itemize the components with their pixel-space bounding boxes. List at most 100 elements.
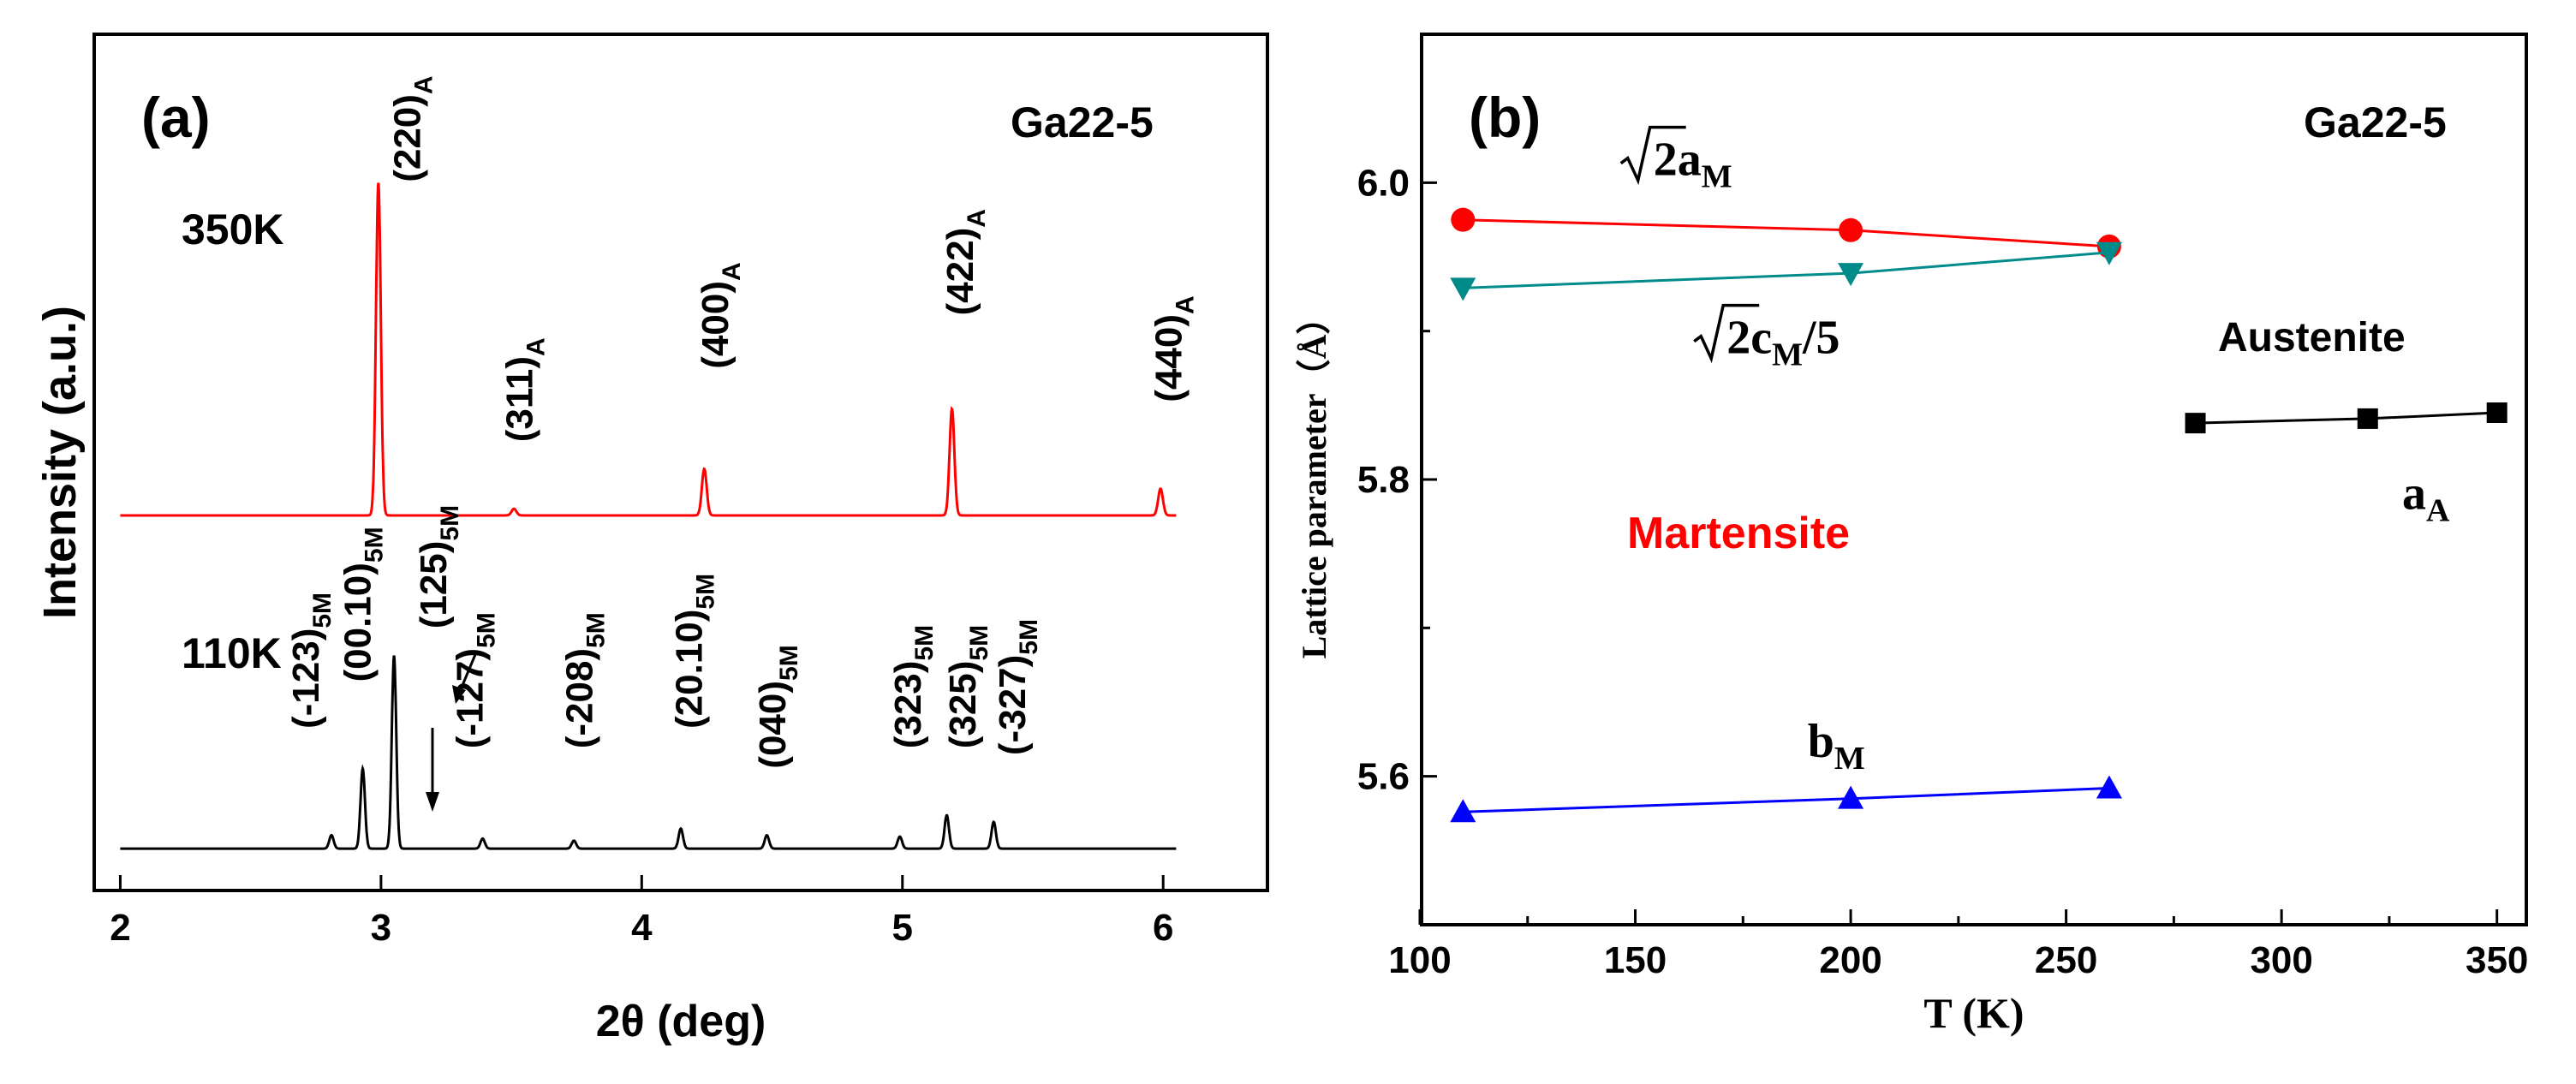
- peak-label: (040)5M: [752, 645, 803, 768]
- series-label-sub: M: [1834, 741, 1865, 777]
- panel-b-x-axis-label: T (K): [1923, 989, 2024, 1037]
- peak-label-phase: 5M: [361, 527, 389, 563]
- panel-b-axis-ticks: 100 150 200 250 300 350 5.6 5.8 6.0: [1357, 162, 2529, 981]
- peak-label-index: (-327): [992, 655, 1034, 755]
- data-point: [2486, 402, 2507, 423]
- austenite-region-label: Austenite: [2218, 315, 2406, 360]
- peak-label-phase: A: [963, 209, 991, 228]
- data-point: [1450, 277, 1476, 301]
- peak-label-phase: 5M: [965, 625, 993, 661]
- data-point: [1838, 785, 1864, 809]
- panel-b-sample-name: Ga22-5: [2304, 98, 2447, 146]
- peak-label-index: (-208): [559, 648, 601, 748]
- arrow-125: [457, 652, 478, 694]
- peak-label-index: (040): [752, 681, 794, 769]
- peak-label: (311)A: [499, 337, 551, 442]
- martensite-region-label: Martensite: [1627, 509, 1850, 558]
- arrow-00-10-head: [426, 792, 439, 812]
- arrow-125-head: [452, 685, 466, 704]
- panel-a-y-axis-label: Intensity (a.u.): [34, 306, 86, 619]
- peak-label-index: (400): [695, 281, 736, 369]
- peak-label: (-127)5M: [450, 612, 501, 748]
- series-label-110k: 110K: [182, 629, 282, 677]
- panel-b-y-axis-label: Lattice parameter（Å）: [1295, 301, 1333, 659]
- peak-label: (-208)5M: [559, 612, 611, 748]
- peak-label-index: (422): [939, 228, 981, 316]
- peak-label: (323)5M: [887, 625, 939, 748]
- peak-label-index: (323): [887, 661, 929, 749]
- peak-label-index: (220): [387, 94, 429, 182]
- series-label-main: a: [2402, 468, 2426, 521]
- peak-label-phase: 5M: [691, 574, 719, 610]
- peak-label-phase: 5M: [436, 505, 464, 541]
- x-tick-label: 6: [1153, 907, 1173, 949]
- panel-b-frame: [1420, 33, 2528, 926]
- peak-label-phase: 5M: [582, 612, 611, 648]
- series-line: [1463, 218, 2109, 248]
- x-tick-label: 2: [110, 907, 130, 949]
- series-label-main: b: [1808, 715, 1834, 768]
- series-label-350k: 350K: [182, 205, 284, 253]
- peak-label: (220)A: [387, 75, 438, 182]
- x-tick-label: 5: [892, 907, 913, 949]
- panel-a-frame: [92, 33, 1269, 892]
- xrd-trace-110k: [120, 655, 1177, 850]
- x-tick-label: 150: [1604, 939, 1667, 981]
- peak-label-phase: A: [718, 262, 746, 281]
- x-tick-label: 250: [2035, 939, 2097, 981]
- data-point: [1839, 217, 1863, 242]
- series-label-text: 2aM: [1654, 134, 1732, 195]
- panel-a-peak-labels: (220)A(311)A (400)A (422)A(440)A(-123)5M (0…: [285, 75, 1200, 768]
- data-point: [1838, 263, 1864, 287]
- peak-label: (00.10)5M: [337, 527, 389, 682]
- x-tick-label: 100: [1388, 939, 1451, 981]
- series-label-sub: A: [2426, 493, 2450, 529]
- series-label-text: bM: [1808, 715, 1865, 777]
- series-label-main: 2c: [1726, 312, 1772, 365]
- peak-label-phase: 5M: [308, 593, 337, 628]
- y-tick-label: 5.6: [1357, 756, 1410, 798]
- series-label-text: aA: [2402, 468, 2450, 529]
- data-point: [1450, 799, 1476, 823]
- peak-label: (-327)5M: [992, 619, 1043, 755]
- x-tick-label: 3: [371, 907, 391, 949]
- y-tick-label: 5.8: [1357, 459, 1410, 501]
- peak-label: (422)A: [939, 209, 991, 315]
- x-tick-label: 4: [631, 907, 653, 949]
- series-label-suffix: /5: [1802, 312, 1840, 365]
- series-label: 2cM/5: [1693, 303, 1840, 373]
- peak-label-phase: 5M: [910, 625, 939, 661]
- panel-a-traces: [120, 182, 1177, 850]
- panel-a-xrd-chart: (a) Ga22-5 2θ (deg) Intensity (a.u.) 350…: [34, 33, 1269, 1046]
- data-point: [1451, 207, 1476, 232]
- peak-label-index: (-123): [285, 628, 327, 729]
- series-label: 2aM: [1619, 125, 1732, 195]
- y-tick-label: 6.0: [1357, 162, 1410, 204]
- series-label: aA: [2402, 468, 2450, 529]
- series-line: [1463, 787, 2109, 813]
- peak-label: (400)A: [695, 262, 746, 368]
- data-point: [2096, 775, 2122, 799]
- x-tick-label: 350: [2466, 939, 2528, 981]
- series-label: bM: [1808, 715, 1865, 777]
- peak-label: (-123)5M: [285, 593, 337, 729]
- panel-a-x-ticks: 2 3 4 5 6: [110, 875, 1173, 949]
- series-label-text: 2cM/5: [1726, 312, 1840, 373]
- series-label-sub: M: [1702, 159, 1732, 195]
- peak-arrows: [426, 652, 478, 812]
- data-point: [2185, 413, 2206, 434]
- xrd-trace-350k: [120, 182, 1177, 517]
- series-line: [1463, 251, 2110, 289]
- peak-label-phase: 5M: [1015, 619, 1043, 655]
- panel-b-series: [1450, 207, 2507, 823]
- peak-label-index: (125): [413, 541, 455, 629]
- peak-label-index: (440): [1148, 314, 1190, 402]
- peak-label-phase: A: [410, 75, 438, 94]
- panel-a-label: (a): [141, 86, 211, 149]
- peak-label-index: (20.10): [668, 610, 710, 729]
- series-label-sub: M: [1772, 337, 1803, 373]
- panel-a-x-axis-label: 2θ (deg): [596, 997, 766, 1046]
- x-tick-label: 300: [2250, 939, 2312, 981]
- data-point: [2357, 408, 2378, 429]
